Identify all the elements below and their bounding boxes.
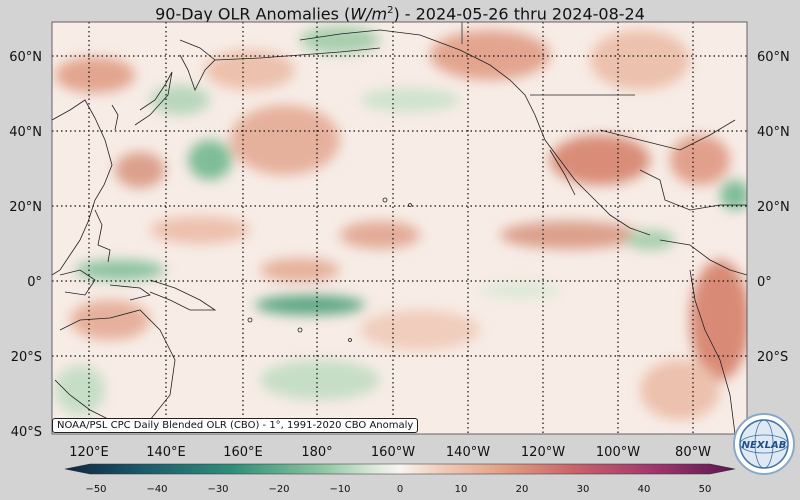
colorbar-tick: −50	[85, 484, 106, 495]
colorbar: −50 −40 −30 −20 −10 0 10 20 30 40 50	[64, 463, 736, 495]
lat-label: 0°	[757, 275, 772, 290]
title-prefix: 90-Day OLR Anomalies (	[155, 4, 351, 24]
lon-label: 120°W	[521, 445, 565, 460]
lat-label: 0°	[27, 275, 42, 290]
map-title: 90-Day OLR Anomalies (W/m2) - 2024-05-26…	[0, 0, 800, 24]
colorbar-tick: 50	[699, 484, 712, 495]
title-unit: W/m	[350, 4, 388, 24]
lat-label: 20°S	[757, 350, 788, 365]
lon-label: 180°	[301, 445, 332, 460]
source-note: NOAA/PSL CPC Daily Blended OLR (CBO) - 1…	[52, 418, 419, 433]
lat-label: 20°N	[9, 200, 42, 215]
lon-label: 160°E	[223, 445, 263, 460]
lat-label: 60°N	[9, 50, 42, 65]
lat-label: 20°S	[11, 350, 42, 365]
colorbar-tick: 20	[516, 484, 529, 495]
graticule	[52, 22, 747, 434]
logo-text: NEXLAB	[742, 440, 787, 451]
lat-label: 40°N	[757, 125, 790, 140]
lat-label: 40°S	[11, 425, 42, 440]
title-suffix: ) - 2024-05-26 thru 2024-08-24	[393, 4, 645, 24]
lon-label: 140°W	[446, 445, 490, 460]
colorbar-tick: −10	[329, 484, 350, 495]
lon-label: 100°W	[596, 445, 640, 460]
lat-label: 20°N	[757, 200, 790, 215]
colorbar-tick: 10	[455, 484, 468, 495]
lon-labels: 120°E 140°E 160°E 180° 160°W 140°W 120°W…	[69, 445, 711, 460]
colorbar-tick: 30	[577, 484, 590, 495]
colorbar-tick: −20	[268, 484, 289, 495]
lat-label: 40°N	[9, 125, 42, 140]
title-unit-exponent: 2	[387, 5, 394, 16]
lon-label: 160°W	[371, 445, 415, 460]
anomaly-field	[55, 26, 747, 420]
colorbar-tick: 40	[638, 484, 651, 495]
lon-label: 140°E	[146, 445, 186, 460]
globe-logo-icon[interactable]: NEXLAB	[732, 412, 796, 476]
map-frame	[51, 21, 748, 435]
colorbar-tick: −40	[146, 484, 167, 495]
colorbar-tick: −30	[207, 484, 228, 495]
lat-label: 60°N	[757, 50, 790, 65]
colorbar-scale	[64, 463, 736, 475]
lon-label: 120°E	[69, 445, 109, 460]
lon-label: 80°W	[675, 445, 711, 460]
lat-labels-right: 60°N 40°N 20°N 0° 20°S	[757, 50, 790, 365]
lat-labels-left: 60°N 40°N 20°N 0° 20°S 40°S	[9, 50, 42, 440]
colorbar-tick: 0	[397, 484, 403, 495]
